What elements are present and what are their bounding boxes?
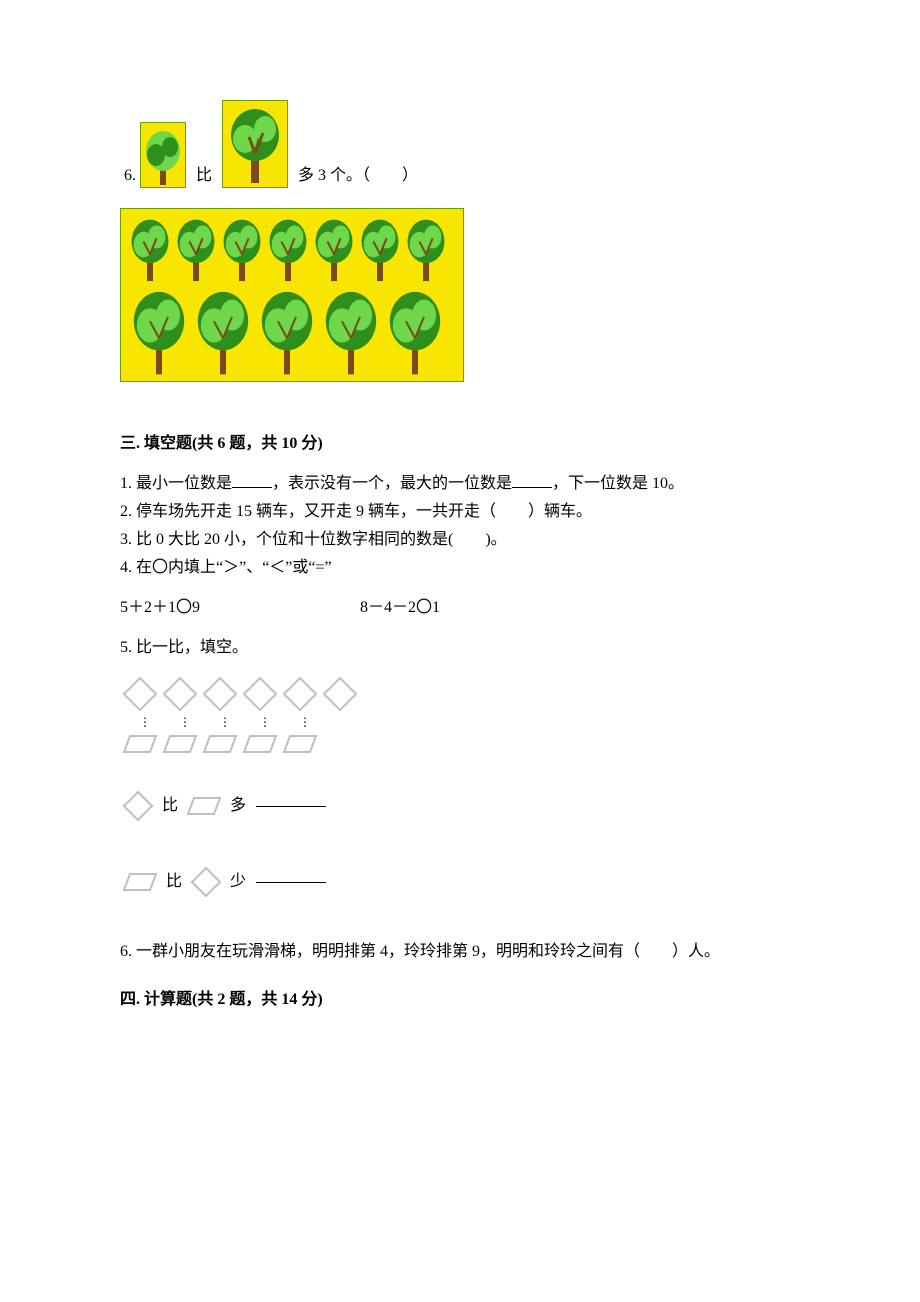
tree-icon [129, 291, 189, 377]
diamond-icon [280, 674, 320, 714]
tree-icon [321, 291, 381, 377]
q6-mid1: 比 [196, 164, 212, 188]
diamond-icon [188, 864, 224, 900]
trapezoid-icon [200, 730, 240, 758]
diamond-icon [240, 674, 280, 714]
compare-row-1: 比 多 [120, 788, 800, 824]
tree-row-1 [127, 219, 457, 283]
s3-q4: 4. 在〇内填上“＞”、“＜”或“=” [120, 556, 800, 580]
q6-mid2: 多 3 个。（ ） [298, 164, 418, 188]
s3-q2: 2. 停车场先开走 15 辆车，又开走 9 辆车，一共开走（ ）辆车。 [120, 500, 800, 524]
s3-q1-c: ，下一位数是 10。 [552, 475, 684, 492]
compare2-b: 少 [230, 870, 246, 894]
tree-icon [144, 129, 182, 187]
s3-q1-a: 1. 最小一位数是 [120, 475, 232, 492]
vertical-dots: ⋮ [170, 716, 200, 728]
tree-icon [227, 107, 283, 187]
tree-icon [257, 291, 317, 377]
diamond-row [120, 674, 800, 714]
diamond-icon [200, 674, 240, 714]
s3-q1-b: ，表示没有一个，最大的一位数是 [272, 475, 512, 492]
compare2-a: 比 [166, 870, 182, 894]
vertical-dots: ⋮ [210, 716, 240, 728]
tree-panel [120, 208, 464, 382]
diamond-icon [120, 674, 160, 714]
vertical-dots: ⋮ [290, 716, 320, 728]
compare1-b: 多 [230, 794, 246, 818]
tree-row-2 [127, 291, 457, 377]
diamond-icon [320, 674, 360, 714]
blank [256, 882, 326, 883]
tree-icon [174, 219, 218, 283]
tree-icon [220, 219, 264, 283]
blank [512, 487, 552, 488]
tree-icon [358, 219, 402, 283]
section4-title: 四. 计算题(共 2 题，共 14 分) [120, 988, 800, 1012]
vertical-dots: ⋮ [130, 716, 160, 728]
tree-icon [385, 291, 445, 377]
trapezoid-icon [160, 730, 200, 758]
compare-row-2: 比 少 [120, 864, 800, 900]
s3-q4a: 5＋2＋1〇9 [120, 596, 340, 620]
tree-icon [266, 219, 310, 283]
s3-q6: 6. 一群小朋友在玩滑滑梯，明明排第 4，玲玲排第 9，明明和玲玲之间有（ ）人… [120, 940, 800, 964]
s3-q1: 1. 最小一位数是 ，表示没有一个，最大的一位数是 ，下一位数是 10。 [120, 472, 800, 496]
tree-icon [193, 291, 253, 377]
blank [232, 487, 272, 488]
tree-icon [128, 219, 172, 283]
trapezoid-icon [120, 730, 160, 758]
section3-title: 三. 填空题(共 6 题，共 10 分) [120, 432, 800, 456]
trapezoid-row [120, 730, 800, 758]
dots-row: ⋮ ⋮ ⋮ ⋮ ⋮ [130, 716, 800, 728]
s3-q4b: 8－4－2〇1 [360, 596, 440, 620]
trapezoid-icon [240, 730, 280, 758]
vertical-dots: ⋮ [250, 716, 280, 728]
q6-prefix: 6. [124, 164, 136, 188]
trapezoid-icon [280, 730, 320, 758]
tree-icon [404, 219, 448, 283]
small-tree-1 [140, 122, 186, 188]
q6-inline-row: 6. 比 多 3 个。（ ） [120, 100, 800, 188]
small-tree-2 [222, 100, 288, 188]
diamond-icon [160, 674, 200, 714]
tree-icon [312, 219, 356, 283]
s3-q4-math: 5＋2＋1〇9 8－4－2〇1 [120, 596, 800, 620]
blank [256, 806, 326, 807]
s3-q3: 3. 比 0 大比 20 小，个位和十位数字相同的数是( )。 [120, 528, 800, 552]
s3-q5: 5. 比一比，填空。 [120, 636, 800, 660]
compare1-a: 比 [162, 794, 178, 818]
trapezoid-icon [184, 792, 224, 820]
trapezoid-icon [120, 868, 160, 896]
diamond-icon [120, 788, 156, 824]
